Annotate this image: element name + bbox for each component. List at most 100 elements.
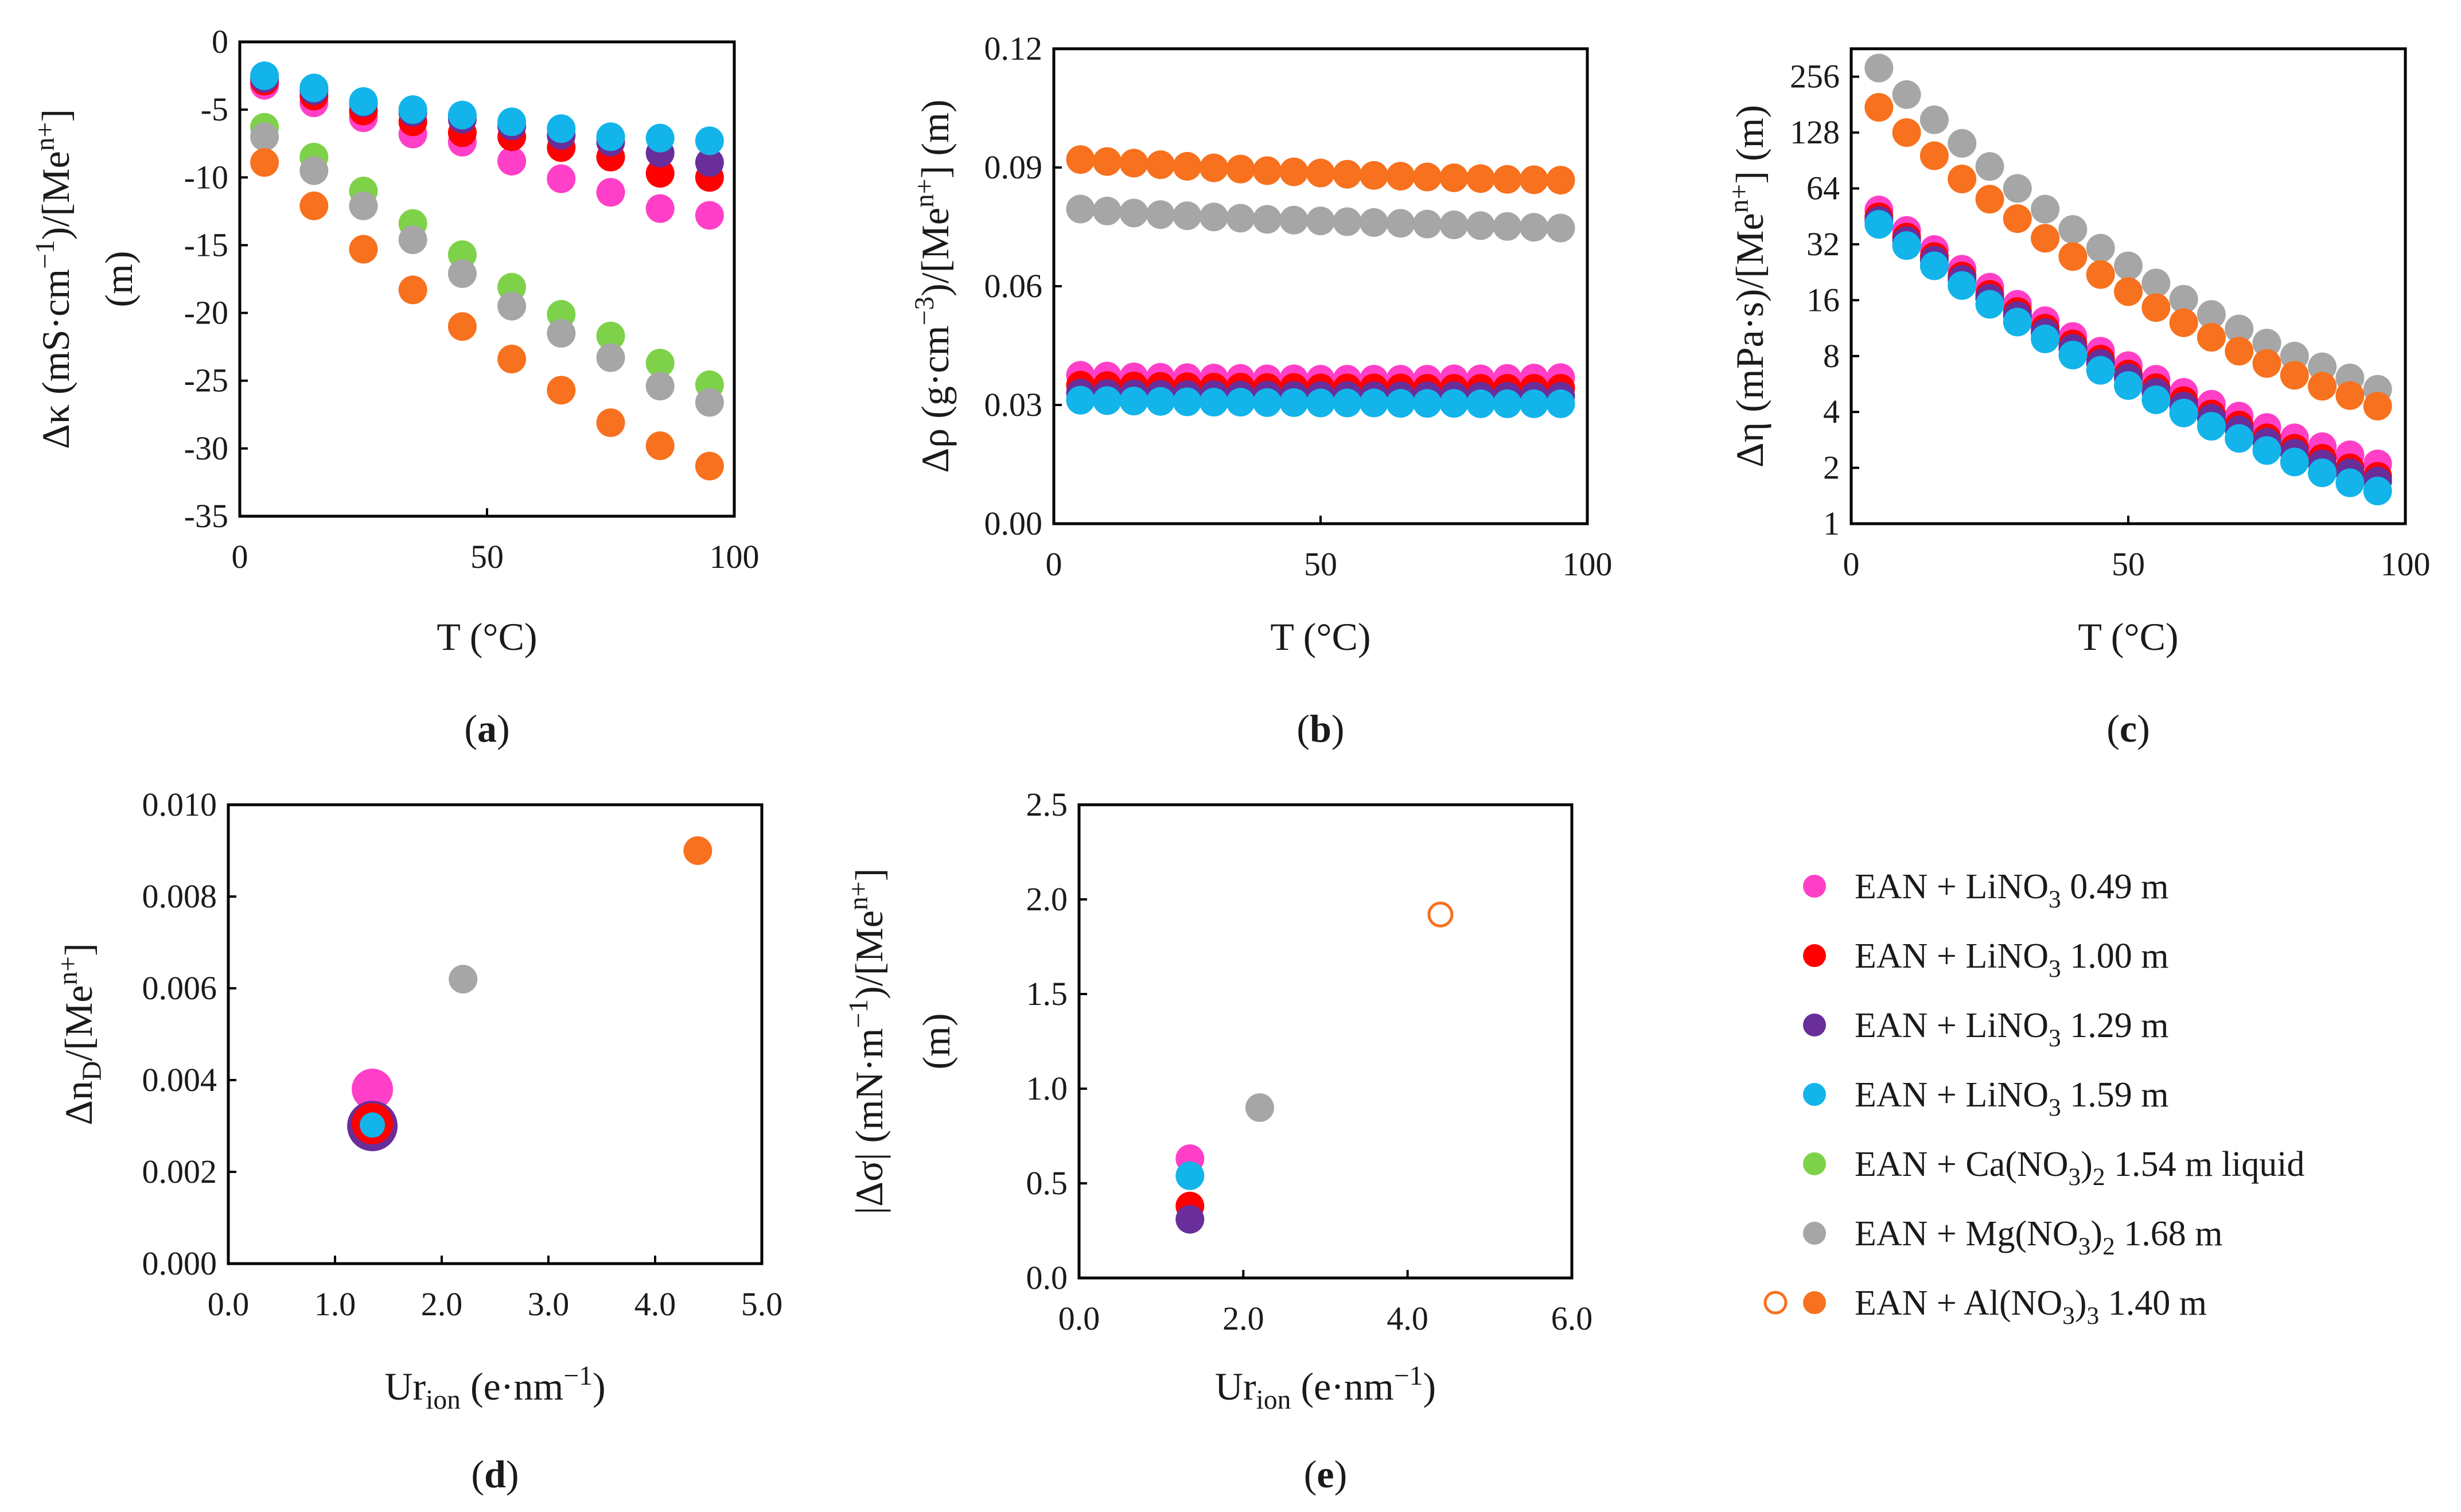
data-point <box>1948 271 1977 300</box>
data-point <box>1093 147 1122 176</box>
panel-label-close: ) <box>506 1452 519 1496</box>
data-point <box>596 408 625 437</box>
panel-label-letter: d <box>484 1452 506 1496</box>
data-point <box>2169 308 2198 337</box>
legend-entry-al140: EAN + Al(NO3)3 1.40 m <box>1763 1284 2207 1330</box>
y-axis-label-part: n+ <box>30 122 60 151</box>
x-axis-label-part: −1 <box>563 1361 593 1391</box>
y-axis-label-part: −3 <box>910 297 940 326</box>
data-point <box>447 100 477 130</box>
x-tick-label: 100 <box>2381 545 2431 583</box>
data-point <box>1306 158 1335 188</box>
x-tick-label: 50 <box>1304 545 1337 583</box>
panel-c: 1 2 4 8 16 32 64 128 256 0 50 100 T (°C) Δη (mPa·s)/[… <box>1724 47 2431 750</box>
data-point <box>1975 152 2004 181</box>
data-point <box>1466 389 1495 418</box>
data-point <box>645 348 675 377</box>
legend-marker <box>1803 875 1826 898</box>
data-point <box>1864 93 1894 122</box>
data-point <box>398 225 427 254</box>
data-point <box>1493 389 1522 418</box>
y-tick-label: 1.5 <box>1026 975 1068 1012</box>
panel-label: (e) <box>1304 1452 1348 1496</box>
y-tick-label: 0.03 <box>984 386 1043 423</box>
data-point <box>1546 213 1575 243</box>
legend-entry-li100: EAN + LiNO3 1.00 m <box>1803 937 2168 983</box>
data-point <box>2114 251 2143 280</box>
legend-label-part: 2 <box>2102 1233 2115 1260</box>
x-tick-label: 4.0 <box>1387 1300 1428 1337</box>
data-point <box>2363 392 2392 421</box>
data-point <box>1864 210 1894 239</box>
y-tick-label: -30 <box>184 430 228 467</box>
data-point <box>1546 389 1575 418</box>
data-point <box>1975 185 2004 214</box>
panel-label-letter: b <box>1310 707 1331 750</box>
data-point <box>1360 208 1388 237</box>
data-point <box>645 194 675 223</box>
data-point <box>1146 200 1175 229</box>
data-point <box>2197 412 2226 441</box>
data-point <box>398 95 427 124</box>
data-point-mg168 <box>1245 1093 1274 1122</box>
series-mg168 <box>1066 194 1575 243</box>
data-point <box>596 178 625 207</box>
data-point <box>299 191 329 220</box>
series-li159 <box>1066 385 1575 418</box>
legend-label-part: 3 <box>2049 1094 2061 1121</box>
y-tick-label: -35 <box>184 497 228 535</box>
data-point <box>1173 201 1202 231</box>
panel-label-open: ( <box>1304 1452 1317 1496</box>
data-point <box>1226 204 1255 233</box>
x-tick-label: 0 <box>232 538 248 575</box>
data-point <box>2003 174 2032 203</box>
data-point <box>2335 468 2365 497</box>
data-point <box>2058 215 2088 244</box>
data-point <box>547 376 576 405</box>
data-point <box>2141 385 2171 415</box>
data-point <box>1333 207 1362 236</box>
data-point <box>250 122 279 151</box>
legend-label-part: ) <box>2081 1145 2093 1184</box>
data-point <box>2058 341 2088 370</box>
data-point <box>547 114 576 143</box>
data-point <box>1892 118 1921 147</box>
panel-label-open: ( <box>1296 707 1310 750</box>
data-point <box>497 344 527 373</box>
y-axis-label-part: ] (m) <box>913 100 957 179</box>
data-point <box>1493 212 1522 241</box>
y-tick-label: 32 <box>1806 225 1840 263</box>
y-axis-label-part: Δn <box>57 1081 100 1125</box>
data-point <box>1948 164 1977 193</box>
legend-marker <box>1803 944 1826 967</box>
data-point <box>1306 206 1335 236</box>
series-li159 <box>250 61 724 155</box>
data-point <box>1439 163 1469 192</box>
panel-label: (c) <box>2106 707 2150 750</box>
panel-label-open: ( <box>471 1452 484 1496</box>
y-axis-label-line2: (m) <box>97 251 141 307</box>
panel-label-close: ) <box>1331 707 1345 750</box>
data-point <box>497 291 527 321</box>
y-tick-label: -20 <box>184 294 228 332</box>
series-al140 <box>250 148 724 481</box>
data-point <box>2141 268 2171 298</box>
y-tick-label: 4 <box>1823 393 1840 430</box>
data-point <box>1200 153 1228 182</box>
legend-label-part: 1.29 m <box>2061 1006 2169 1045</box>
panel-label-close: ) <box>1334 1452 1348 1496</box>
data-point <box>2308 458 2337 488</box>
series-al140 <box>1066 145 1575 195</box>
data-point <box>1360 388 1388 418</box>
data-point-mg168 <box>449 965 478 993</box>
data-point <box>1146 387 1175 416</box>
legend-label-part: ) <box>2090 1214 2102 1253</box>
y-axis-label-part: |Δσ| (mN·m <box>847 1028 891 1214</box>
legend-label: EAN + LiNO3 1.00 m <box>1855 937 2168 983</box>
legend-label: EAN + Mg(NO3)2 1.68 m <box>1855 1214 2223 1260</box>
legend-marker-open <box>1763 1291 1788 1315</box>
x-axis-label-part: −1 <box>1394 1361 1423 1391</box>
data-point <box>2169 285 2198 314</box>
plot-frame <box>1052 47 1589 525</box>
data-point-al140 <box>683 836 712 865</box>
